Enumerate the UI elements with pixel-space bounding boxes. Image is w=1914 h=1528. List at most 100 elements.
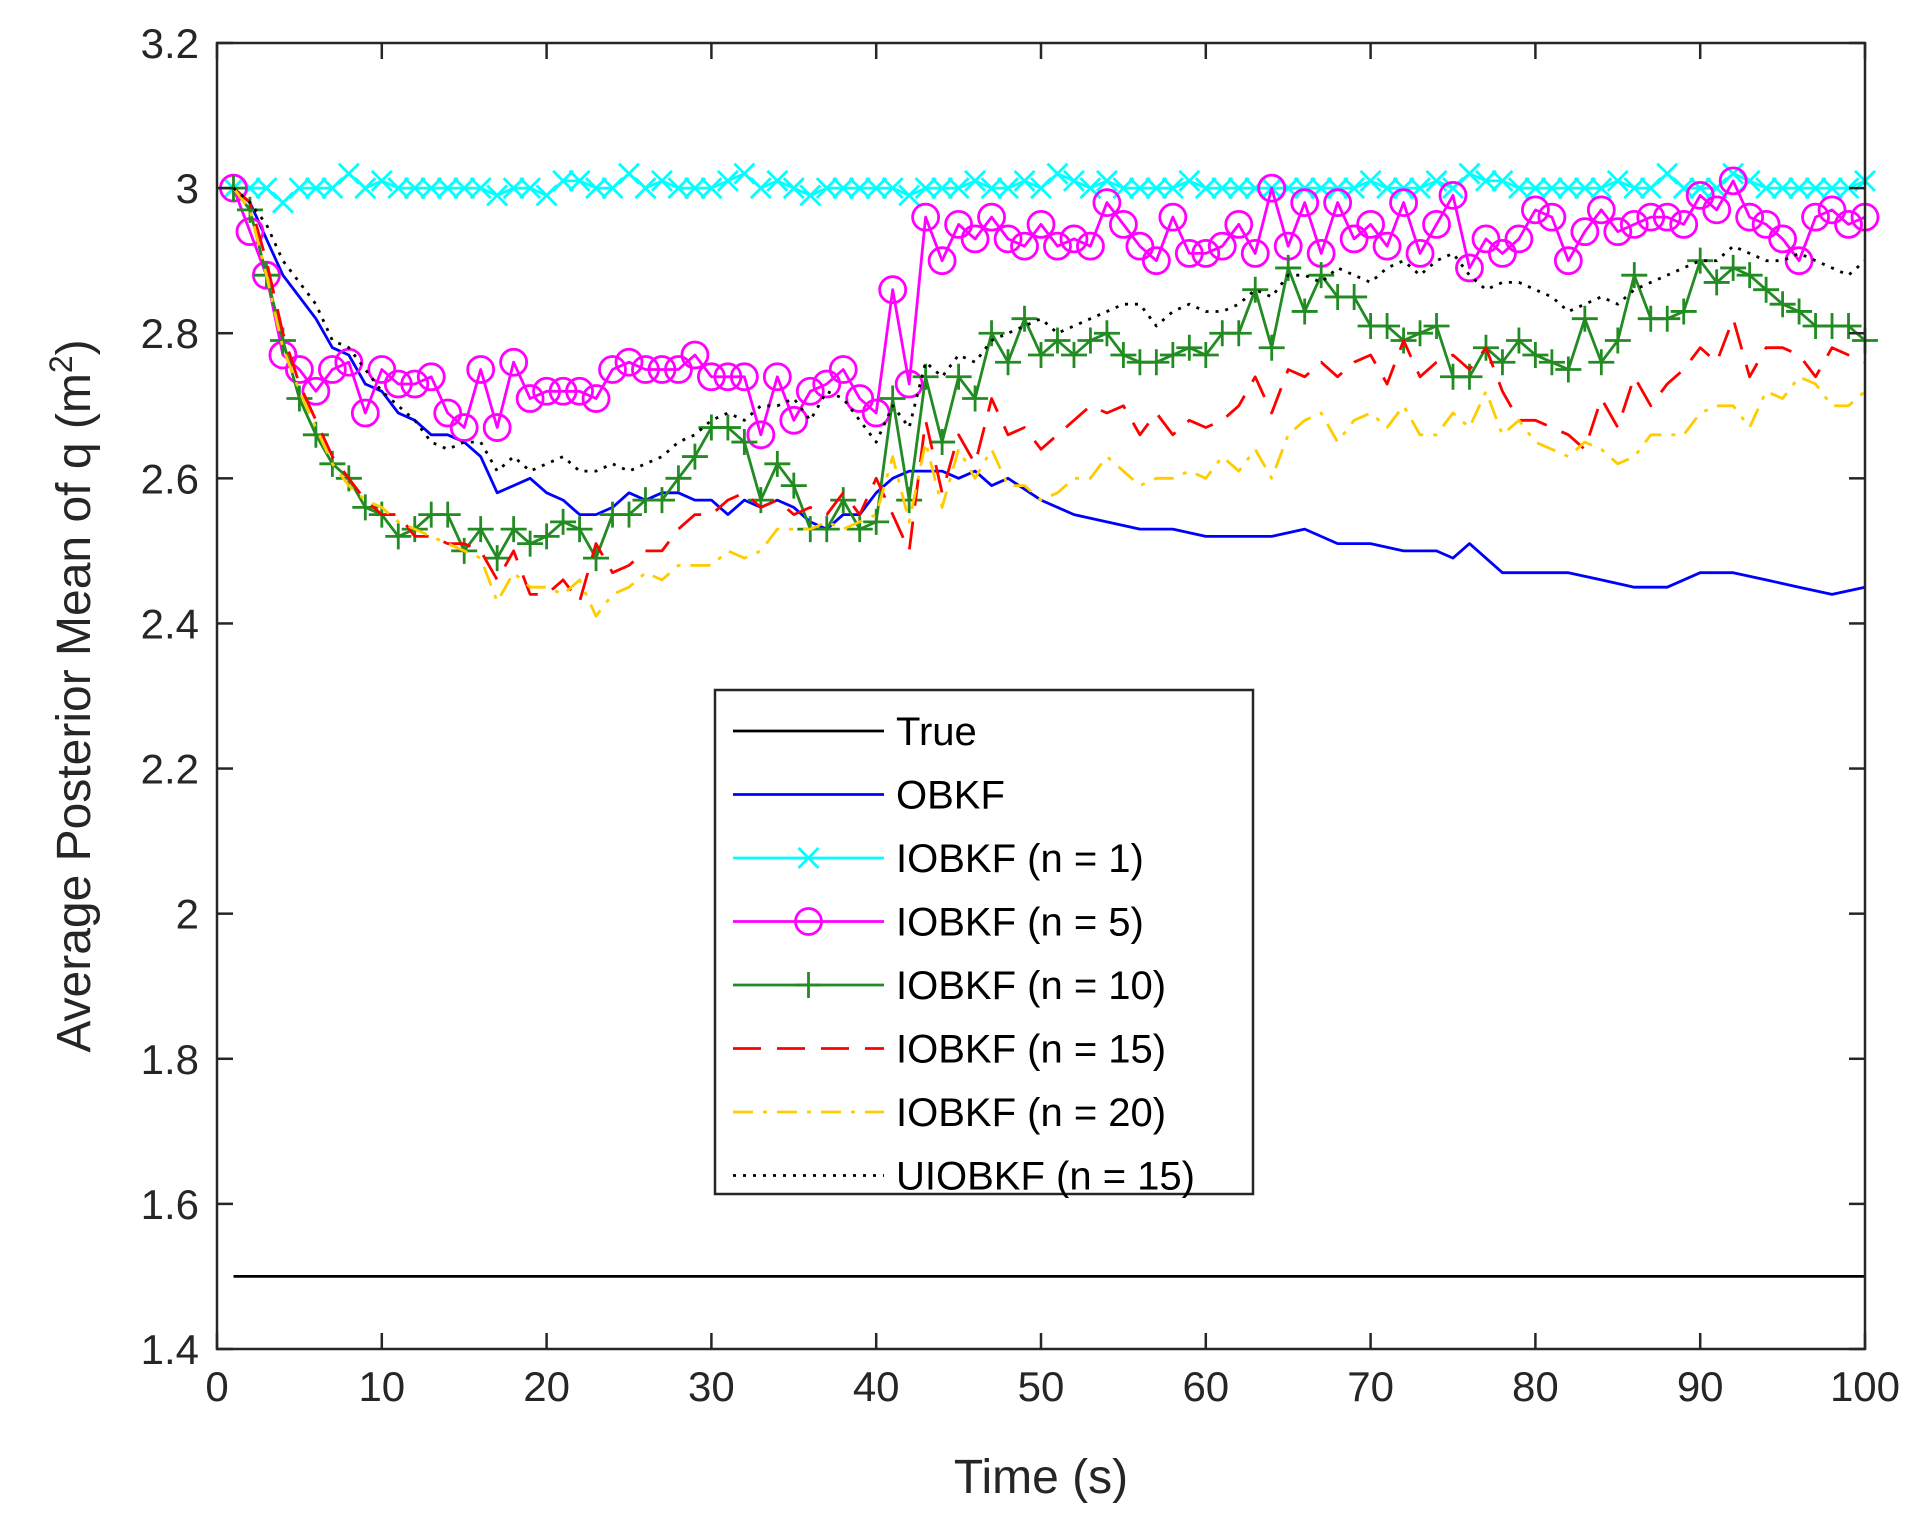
data-point-iobkf-n-1 — [1062, 169, 1085, 192]
data-point-iobkf-n-1 — [436, 177, 459, 200]
data-point-iobkf-n-1 — [1211, 177, 1234, 200]
data-point-iobkf-n-10 — [1192, 341, 1219, 368]
data-point-iobkf-n-5 — [1290, 188, 1320, 218]
data-point-iobkf-n-5 — [466, 355, 496, 384]
data-point-iobkf-n-5 — [977, 202, 1006, 232]
data-point-iobkf-n-5 — [1537, 202, 1567, 232]
data-point-iobkf-n-10 — [1291, 298, 1318, 325]
data-point-iobkf-n-1 — [403, 177, 426, 200]
y-tick-label: 2.6 — [141, 455, 199, 502]
data-point-iobkf-n-5 — [911, 202, 941, 232]
data-point-iobkf-n-5 — [532, 376, 561, 406]
data-point-iobkf-n-5 — [1372, 231, 1402, 261]
x-tick-label: 70 — [1347, 1363, 1394, 1410]
data-point-iobkf-n-5 — [1570, 217, 1600, 247]
data-point-iobkf-n-1 — [1557, 177, 1580, 200]
data-point-iobkf-n-10 — [929, 429, 956, 456]
data-point-iobkf-n-5 — [1141, 246, 1171, 276]
data-point-iobkf-n-5 — [1718, 166, 1748, 196]
data-point-iobkf-n-10 — [1176, 334, 1203, 361]
data-point-iobkf-n-10 — [616, 501, 642, 528]
x-tick-label: 30 — [688, 1363, 735, 1410]
data-point-iobkf-n-10 — [1011, 305, 1038, 332]
data-point-iobkf-n-5 — [1191, 239, 1221, 268]
data-point-iobkf-n-5 — [845, 384, 875, 413]
data-point-iobkf-n-10 — [1753, 276, 1780, 303]
data-point-iobkf-n-5 — [1422, 209, 1451, 239]
data-point-iobkf-n-1 — [1540, 177, 1563, 200]
data-point-iobkf-n-5 — [944, 209, 973, 239]
data-point-iobkf-n-5 — [697, 362, 726, 392]
data-point-iobkf-n-1 — [1161, 177, 1184, 200]
data-point-iobkf-n-1 — [1458, 162, 1481, 185]
data-point-iobkf-n-5 — [284, 355, 314, 384]
data-point-iobkf-n-10 — [731, 429, 758, 456]
x-tick-label: 0 — [205, 1363, 228, 1410]
data-point-iobkf-n-10 — [434, 501, 461, 528]
data-point-iobkf-n-5 — [746, 420, 776, 450]
data-point-iobkf-n-10 — [1571, 305, 1598, 332]
data-point-iobkf-n-5 — [1735, 202, 1765, 232]
data-point-iobkf-n-10 — [1044, 327, 1071, 354]
data-point-iobkf-n-10 — [385, 523, 412, 550]
data-point-iobkf-n-5 — [631, 355, 660, 384]
data-point-iobkf-n-5 — [680, 340, 710, 370]
data-point-iobkf-n-5 — [499, 347, 529, 377]
data-point-iobkf-n-1 — [815, 177, 838, 200]
data-point-iobkf-n-1 — [370, 169, 393, 192]
data-point-iobkf-n-5 — [1504, 224, 1534, 254]
data-point-iobkf-n-5 — [647, 355, 677, 384]
data-point-iobkf-n-10 — [500, 516, 527, 543]
data-point-iobkf-n-5 — [1158, 202, 1188, 232]
data-point-iobkf-n-5 — [1092, 188, 1122, 218]
data-point-iobkf-n-1 — [1672, 177, 1695, 200]
data-point-iobkf-n-1 — [1194, 177, 1217, 200]
data-point-iobkf-n-5 — [1010, 231, 1039, 261]
data-point-iobkf-n-10 — [1769, 291, 1796, 318]
data-point-iobkf-n-1 — [716, 169, 739, 192]
data-point-iobkf-n-1 — [1095, 169, 1118, 192]
data-point-iobkf-n-1 — [667, 177, 690, 200]
series-iobkf-n-5 — [219, 166, 1880, 450]
data-point-iobkf-n-5 — [1652, 202, 1682, 232]
data-point-iobkf-n-5 — [565, 376, 594, 406]
data-point-iobkf-n-1 — [832, 177, 855, 200]
data-point-iobkf-n-10 — [813, 516, 840, 543]
legend-label-iobkf-n-10: IOBKF (n = 10) — [896, 964, 1166, 1008]
data-point-iobkf-n-5 — [1174, 239, 1204, 268]
data-point-iobkf-n-10 — [1604, 327, 1631, 354]
data-point-iobkf-n-1 — [1804, 177, 1827, 200]
data-point-iobkf-n-10 — [533, 523, 560, 550]
data-point-iobkf-n-5 — [1059, 224, 1089, 254]
data-point-iobkf-n-1 — [1326, 177, 1349, 200]
data-point-iobkf-n-1 — [585, 177, 608, 200]
data-point-iobkf-n-5 — [1636, 202, 1666, 232]
data-point-iobkf-n-10 — [978, 320, 1005, 347]
data-point-iobkf-n-5 — [614, 347, 644, 377]
data-point-iobkf-n-1 — [1491, 169, 1514, 192]
data-point-iobkf-n-5 — [515, 384, 545, 413]
data-point-iobkf-n-5 — [1438, 180, 1468, 210]
data-point-iobkf-n-1 — [898, 184, 921, 207]
data-point-iobkf-n-5 — [1553, 246, 1583, 276]
data-point-iobkf-n-5 — [1834, 209, 1863, 239]
y-tick-label: 2.8 — [141, 310, 199, 357]
y-tick-label: 1.8 — [141, 1036, 199, 1083]
data-point-iobkf-n-1 — [1145, 177, 1168, 200]
data-point-iobkf-n-1 — [1821, 177, 1844, 200]
data-point-iobkf-n-5 — [1405, 239, 1435, 268]
data-point-iobkf-n-5 — [1768, 224, 1797, 254]
data-point-iobkf-n-5 — [1702, 195, 1732, 225]
data-point-iobkf-n-10 — [1060, 341, 1087, 368]
data-point-iobkf-n-1 — [634, 177, 657, 200]
data-point-iobkf-n-10 — [1835, 312, 1862, 339]
data-point-iobkf-n-5 — [1586, 195, 1616, 225]
data-point-iobkf-n-5 — [1669, 209, 1699, 239]
data-point-iobkf-n-10 — [912, 363, 939, 390]
data-point-iobkf-n-5 — [1339, 224, 1369, 254]
series-iobkf-n-15 — [232, 187, 1866, 604]
data-point-iobkf-n-5 — [416, 362, 446, 392]
data-point-iobkf-n-5 — [1389, 188, 1418, 218]
data-point-iobkf-n-10 — [1077, 327, 1104, 354]
y-axis-label-superscript: 2 — [43, 355, 79, 373]
